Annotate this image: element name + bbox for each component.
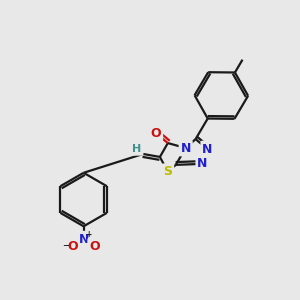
- Text: N: N: [202, 142, 213, 155]
- Text: S: S: [163, 165, 172, 178]
- Text: H: H: [133, 144, 142, 154]
- Text: N: N: [78, 233, 89, 246]
- Text: −: −: [62, 241, 69, 250]
- Text: N: N: [197, 158, 208, 170]
- Text: O: O: [89, 240, 100, 253]
- Text: N: N: [181, 142, 191, 154]
- Text: O: O: [151, 127, 161, 140]
- Text: +: +: [85, 230, 92, 239]
- Text: O: O: [68, 240, 78, 253]
